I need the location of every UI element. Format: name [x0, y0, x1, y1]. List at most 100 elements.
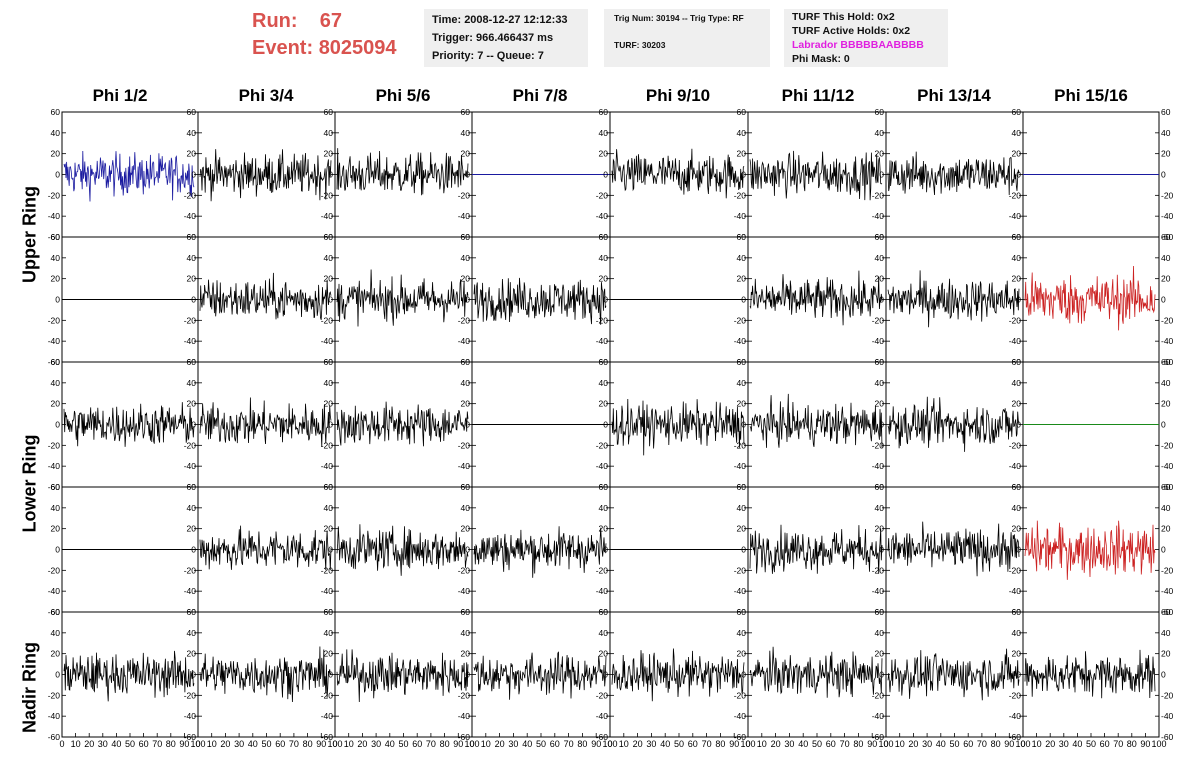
- y-tick-label: 40: [324, 378, 334, 388]
- waveform-trace: [887, 151, 1020, 196]
- y-tick-label: -40: [1161, 211, 1174, 221]
- y-tick-label: 20: [187, 524, 197, 534]
- y-tick-label: -40: [596, 461, 609, 471]
- waveform-trace: [336, 401, 469, 447]
- y-tick-label: -40: [1161, 711, 1174, 721]
- waveform-trace: [199, 646, 332, 703]
- waveform-trace: [887, 396, 1020, 452]
- x-tick-label: 30: [922, 739, 932, 749]
- x-tick-label: 80: [853, 739, 863, 749]
- y-tick-label: 0: [879, 295, 884, 305]
- y-tick-label: -20: [1161, 190, 1174, 200]
- y-tick-label: 60: [461, 482, 471, 492]
- run-value: 67: [319, 10, 343, 32]
- y-tick-label: -40: [596, 336, 609, 346]
- event-value: 8025094: [318, 37, 397, 59]
- y-tick-label: 0: [1161, 545, 1166, 555]
- y-tick-label: 60: [875, 232, 885, 242]
- y-tick-label: 60: [737, 607, 747, 617]
- y-tick-label: 40: [1161, 503, 1171, 513]
- y-tick-label: 60: [875, 607, 885, 617]
- y-tick-label: 0: [191, 295, 196, 305]
- x-tick-label: 90: [591, 739, 601, 749]
- waveform-trace: [1024, 520, 1156, 580]
- x-tick-label: 90: [729, 739, 739, 749]
- y-tick-label: 0: [603, 420, 608, 430]
- y-tick-label: 20: [1012, 649, 1022, 659]
- y-tick-label: 40: [875, 253, 885, 263]
- x-tick-label: 30: [508, 739, 518, 749]
- x-tick-label: 60: [139, 739, 149, 749]
- y-tick-label: -20: [1009, 690, 1022, 700]
- y-tick-label: 40: [737, 503, 747, 513]
- x-tick-label: 90: [1004, 739, 1014, 749]
- x-tick-label: 30: [98, 739, 108, 749]
- y-tick-label: -20: [48, 440, 61, 450]
- x-tick-label: 100: [1151, 739, 1166, 749]
- y-tick-label: -60: [596, 732, 609, 742]
- y-tick-label: 60: [737, 107, 747, 117]
- y-tick-label: -20: [184, 315, 197, 325]
- y-tick-label: -20: [1009, 440, 1022, 450]
- y-tick-label: 40: [187, 253, 197, 263]
- x-tick-label: 40: [385, 739, 395, 749]
- x-tick-label: 100: [464, 739, 479, 749]
- y-tick-label: 20: [1012, 524, 1022, 534]
- y-tick-label: 20: [875, 149, 885, 159]
- y-tick-label: -40: [48, 711, 61, 721]
- waveform-trace: [336, 269, 469, 327]
- x-tick-label: 0: [883, 739, 888, 749]
- y-tick-label: -20: [596, 315, 609, 325]
- y-tick-label: -60: [184, 732, 197, 742]
- y-tick-label: -20: [872, 690, 885, 700]
- y-tick-label: 60: [461, 357, 471, 367]
- y-tick-label: -20: [458, 565, 471, 575]
- x-tick-label: 40: [936, 739, 946, 749]
- x-tick-label: 60: [963, 739, 973, 749]
- x-tick-label: 60: [412, 739, 422, 749]
- y-tick-label: -20: [321, 440, 334, 450]
- y-tick-label: -20: [1161, 315, 1174, 325]
- y-tick-label: 40: [875, 378, 885, 388]
- y-tick-label: 40: [737, 628, 747, 638]
- waveform-trace: [336, 148, 469, 196]
- y-tick-label: -20: [734, 315, 747, 325]
- y-tick-label: 60: [324, 607, 334, 617]
- y-tick-label: -20: [1161, 565, 1174, 575]
- y-tick-label: 60: [461, 607, 471, 617]
- column-header: Phi 5/6: [375, 86, 431, 105]
- waveform-trace: [887, 521, 1020, 577]
- y-tick-label: -20: [1161, 690, 1174, 700]
- y-tick-label: 0: [328, 170, 333, 180]
- y-tick-label: 0: [1161, 170, 1166, 180]
- y-tick-label: -40: [734, 461, 747, 471]
- y-tick-label: -20: [184, 190, 197, 200]
- y-tick-label: -40: [596, 586, 609, 596]
- y-tick-label: 60: [1161, 232, 1171, 242]
- waveform-trace: [199, 272, 332, 321]
- x-tick-label: 70: [426, 739, 436, 749]
- y-tick-label: 20: [737, 399, 747, 409]
- x-tick-label: 30: [1059, 739, 1069, 749]
- waveform-trace: [473, 651, 607, 700]
- y-tick-label: -40: [1009, 711, 1022, 721]
- y-tick-label: 40: [1012, 378, 1022, 388]
- labrador-text: Labrador BBBBBAABBBB: [792, 39, 924, 51]
- y-tick-label: 0: [191, 420, 196, 430]
- column-header: Phi 13/14: [917, 86, 991, 105]
- y-tick-label: 0: [55, 420, 60, 430]
- y-tick-label: 20: [1161, 149, 1171, 159]
- y-tick-label: 40: [1012, 628, 1022, 638]
- x-tick-label: 100: [602, 739, 617, 749]
- y-tick-label: -20: [734, 190, 747, 200]
- waveform-trace: [749, 524, 883, 574]
- y-tick-label: -40: [734, 211, 747, 221]
- x-tick-label: 40: [1072, 739, 1082, 749]
- waveform-trace: [887, 270, 1020, 328]
- trigger-text: Trigger: 966.466437 ms: [432, 32, 554, 44]
- y-tick-label: -40: [872, 211, 885, 221]
- y-tick-label: 0: [465, 420, 470, 430]
- y-tick-label: -20: [596, 440, 609, 450]
- y-tick-label: 40: [187, 378, 197, 388]
